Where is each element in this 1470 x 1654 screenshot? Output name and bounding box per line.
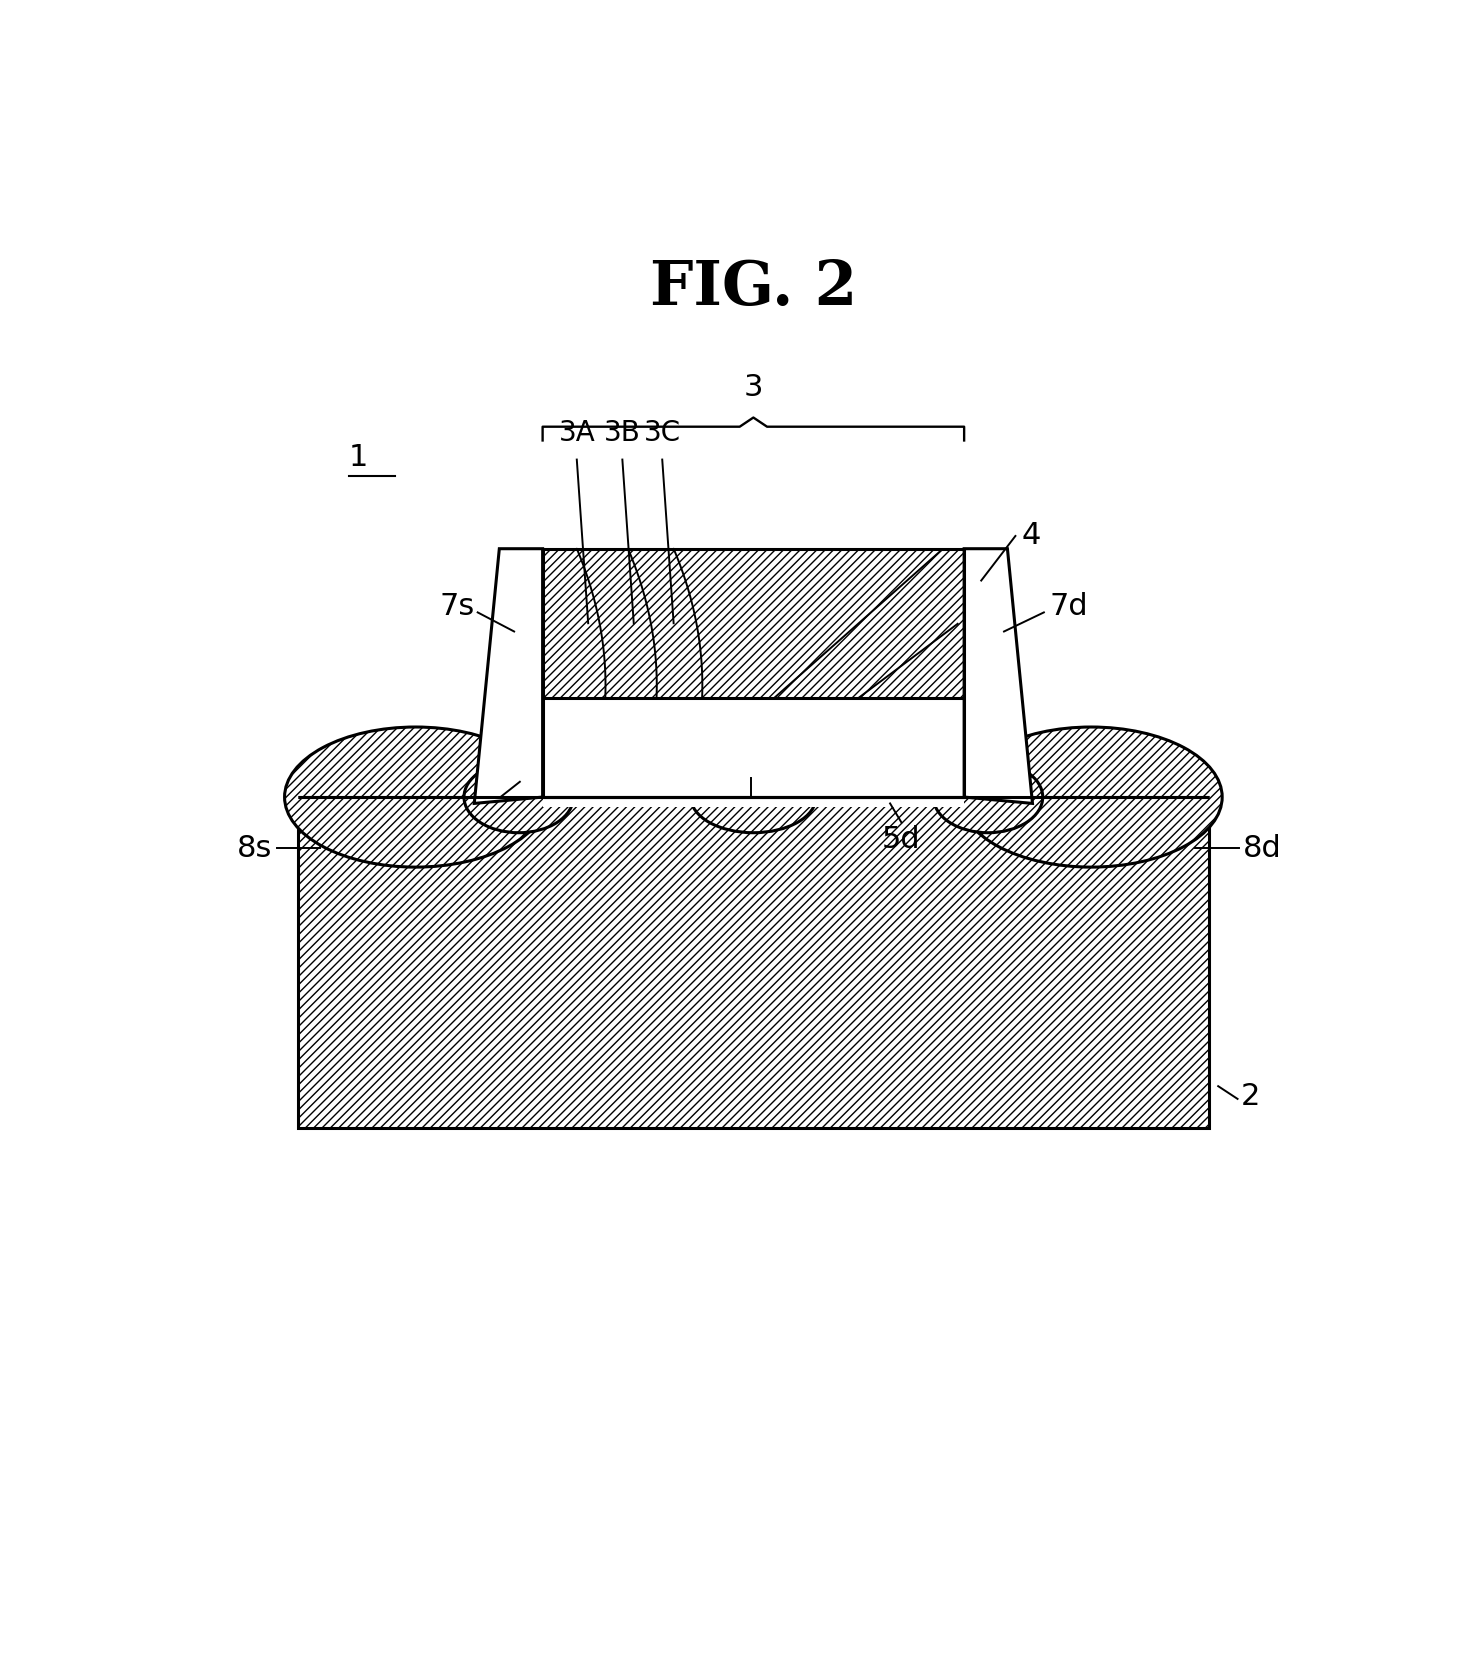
- Bar: [542, 698, 964, 797]
- Ellipse shape: [933, 761, 1042, 832]
- Ellipse shape: [691, 761, 816, 832]
- Text: 3B: 3B: [604, 418, 641, 447]
- Bar: [542, 549, 964, 698]
- Text: 5s: 5s: [482, 799, 517, 829]
- Polygon shape: [964, 549, 1032, 804]
- Text: FIG. 2: FIG. 2: [650, 258, 857, 318]
- Bar: [542, 549, 964, 797]
- Text: 3: 3: [744, 374, 763, 402]
- Polygon shape: [475, 549, 542, 804]
- Text: 7d: 7d: [1050, 592, 1088, 620]
- Ellipse shape: [960, 728, 1222, 867]
- Ellipse shape: [465, 761, 573, 832]
- Text: 4: 4: [1022, 521, 1041, 551]
- Text: 1: 1: [348, 443, 369, 473]
- Text: 3C: 3C: [644, 418, 681, 447]
- Text: 2: 2: [1241, 1082, 1260, 1111]
- Text: 7s: 7s: [440, 592, 475, 620]
- Bar: [297, 797, 1208, 1128]
- Text: 5d: 5d: [882, 825, 920, 853]
- Bar: [542, 797, 964, 807]
- Text: 6: 6: [741, 799, 761, 829]
- Text: 3A: 3A: [559, 418, 595, 447]
- Text: 8s: 8s: [237, 834, 272, 862]
- Ellipse shape: [285, 728, 547, 867]
- Text: 8d: 8d: [1244, 834, 1282, 862]
